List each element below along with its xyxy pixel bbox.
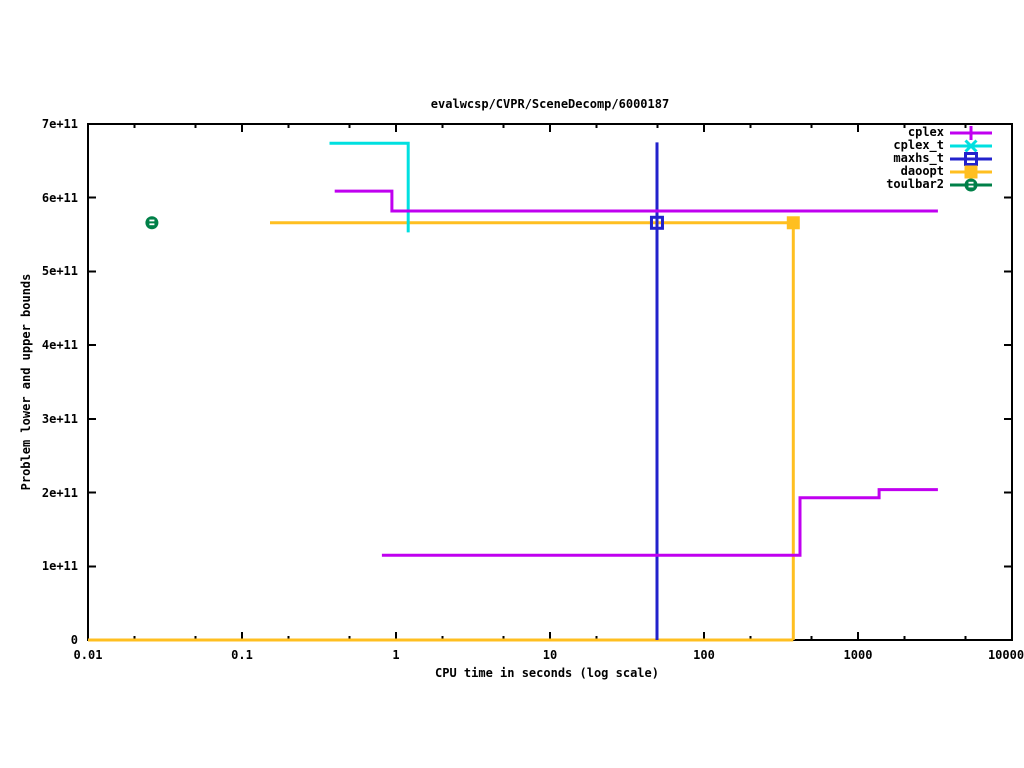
series-lines bbox=[88, 141, 938, 642]
y-tick-labels: 0 1e+11 2e+11 3e+11 4e+11 5e+11 6e+11 7e+11 bbox=[0, 0, 80, 768]
x-tick-label: 0.01 bbox=[73, 648, 103, 662]
legend-sample-circle-dash-icon bbox=[950, 178, 992, 191]
y-tick-label: 2e+11 bbox=[41, 485, 78, 500]
legend-label-toulbar2: toulbar2 bbox=[886, 177, 944, 191]
x-tick-label: 10000 bbox=[987, 648, 1024, 662]
x-tick-label: 100 bbox=[693, 648, 715, 662]
legend: cplex cplex_t maxhs_t daoopt toulbar2 bbox=[886, 125, 994, 191]
legend-sample-open-square-icon bbox=[950, 151, 992, 166]
x-tick-label: 10 bbox=[542, 648, 558, 662]
legend-item-cplex_t: cplex_t bbox=[893, 138, 994, 153]
x-tick-label: 1 bbox=[392, 648, 400, 662]
x-axis-label: CPU time in seconds (log scale) bbox=[435, 666, 659, 680]
legend-item-cplex: cplex bbox=[907, 125, 994, 140]
y-tick-label: 3e+11 bbox=[41, 411, 78, 426]
legend-label-maxhs_t: maxhs_t bbox=[893, 151, 944, 165]
legend-sample-filled-square-icon bbox=[950, 165, 992, 178]
y-tick-label: 0 bbox=[70, 633, 78, 647]
series-cplex_t-line bbox=[329, 141, 410, 233]
series-cplex-line bbox=[334, 189, 938, 213]
x-tick-label: 0.1 bbox=[231, 648, 253, 662]
y-tick-label: 1e+11 bbox=[41, 559, 78, 574]
legend-sample-plus-icon bbox=[950, 125, 992, 140]
legend-label-daoopt: daoopt bbox=[900, 164, 944, 178]
series-daoopt-line bbox=[270, 221, 795, 640]
legend-sample-cross-icon bbox=[950, 138, 992, 153]
y-tick-label: 7e+11 bbox=[41, 117, 78, 131]
series-markers bbox=[145, 215, 800, 230]
toulbar2-marker bbox=[145, 216, 159, 230]
x-tick-label: 1000 bbox=[843, 648, 873, 662]
legend-item-daoopt: daoopt bbox=[901, 165, 994, 178]
chart-title: evalwcsp/CVPR/SceneDecomp/6000187 bbox=[430, 97, 670, 111]
legend-item-maxhs_t: maxhs_t bbox=[893, 151, 994, 166]
legend-label-cplex_t: cplex_t bbox=[893, 138, 944, 152]
legend-label-cplex: cplex bbox=[907, 125, 944, 139]
series-cplex-line bbox=[381, 488, 938, 557]
daoopt-marker bbox=[786, 216, 800, 230]
y-tick-label: 5e+11 bbox=[41, 264, 78, 279]
legend-item-toulbar2: toulbar2 bbox=[886, 178, 994, 191]
axis-ticks bbox=[87, 123, 1013, 641]
y-tick-label: 4e+11 bbox=[41, 338, 78, 353]
y-tick-label: 6e+11 bbox=[41, 190, 78, 205]
maxhs_t-marker bbox=[649, 215, 664, 230]
plot-border bbox=[87, 123, 1013, 641]
